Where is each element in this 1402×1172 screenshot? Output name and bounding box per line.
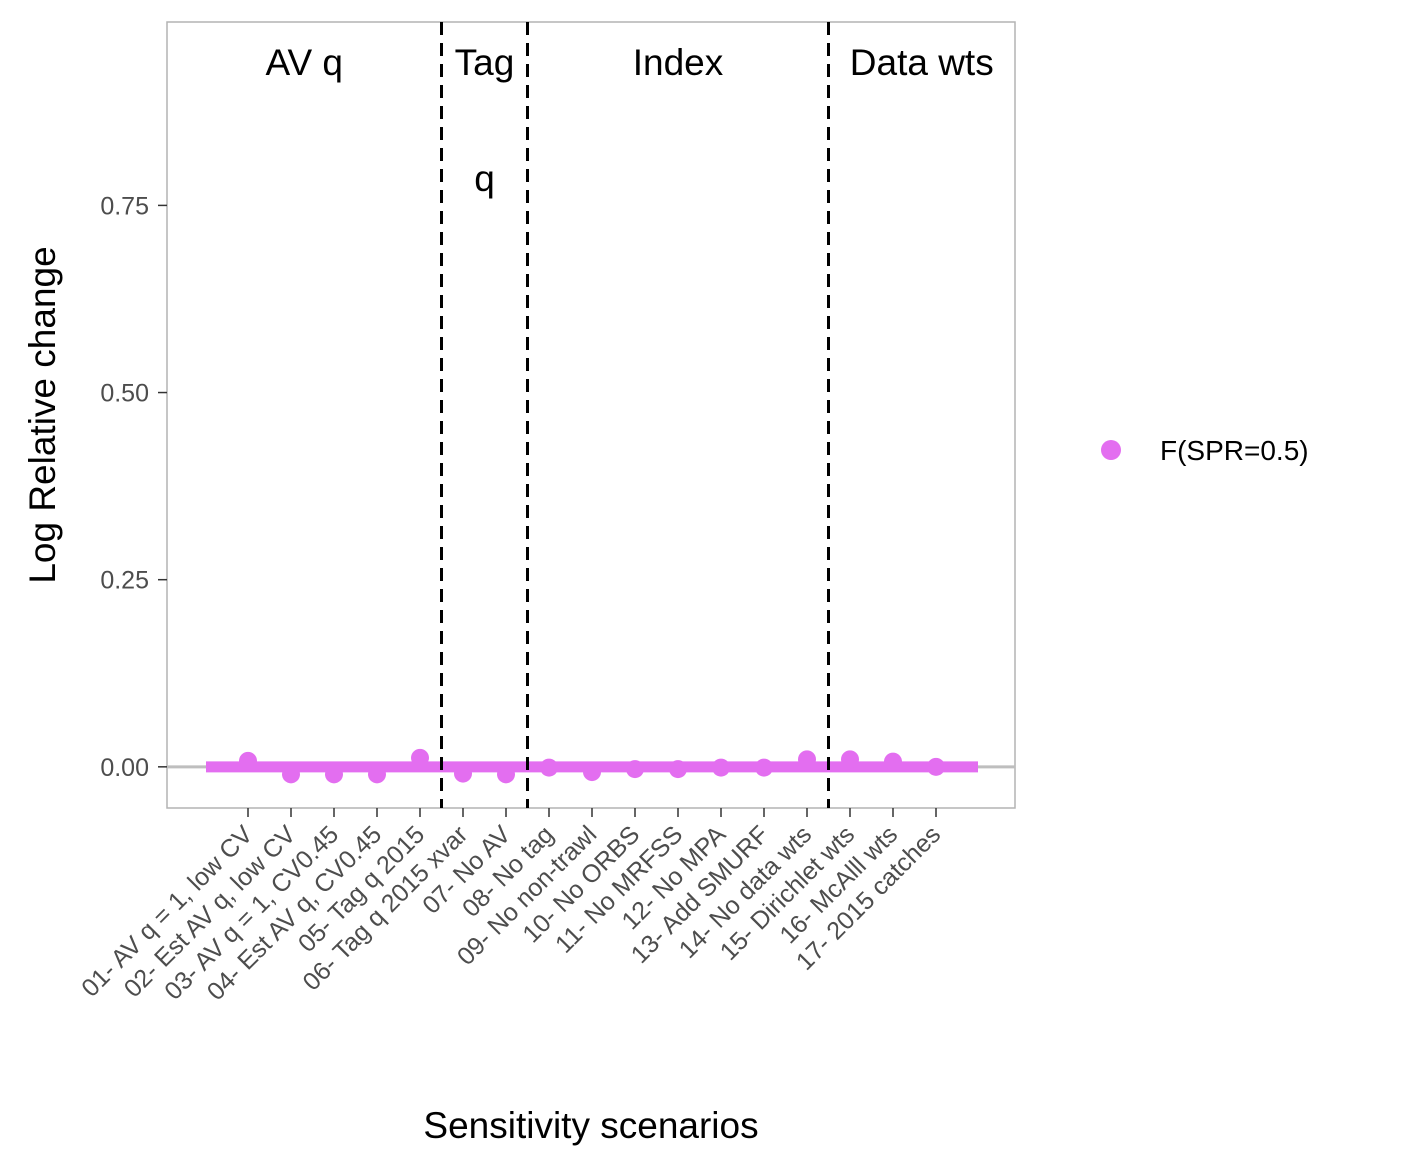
point-13: [755, 758, 773, 777]
group-dividers: [440, 22, 830, 808]
group-label-3: Index: [633, 42, 724, 83]
point-17: [927, 757, 945, 776]
point-12: [712, 758, 730, 777]
y-axis-title: Log Relative change: [22, 246, 63, 583]
point-14: [798, 750, 816, 769]
y-axis: 0.00 0.25 0.50 0.75: [100, 192, 167, 782]
point-11: [669, 760, 687, 779]
point-16: [884, 752, 902, 771]
point-9: [583, 763, 601, 782]
point-3: [325, 765, 343, 784]
y-tick-label: 0.25: [100, 567, 149, 595]
point-8: [540, 758, 558, 777]
point-15: [841, 750, 859, 769]
group-label-2-line-2: q: [474, 158, 495, 199]
point-2: [282, 765, 300, 784]
group-label-4: Data wts: [850, 42, 994, 83]
data-points: [239, 748, 945, 784]
group-labels: AV q Tag q Index Data wts: [266, 42, 994, 199]
group-label-2: Tag: [455, 42, 515, 83]
point-1: [239, 751, 257, 770]
plot-panel: [166, 21, 1016, 809]
point-7: [497, 765, 515, 784]
point-4: [368, 765, 386, 784]
x-axis-title: Sensitivity scenarios: [423, 1105, 758, 1146]
y-tick-label: 0.75: [100, 192, 149, 220]
point-5: [411, 748, 429, 767]
group-label-1: AV q: [266, 42, 343, 83]
legend: F(SPR=0.5): [1101, 435, 1309, 466]
legend-key-f-spr: [1101, 440, 1121, 460]
y-tick-label: 0.00: [100, 754, 149, 782]
point-6: [454, 764, 472, 783]
legend-label-f-spr: F(SPR=0.5): [1160, 435, 1309, 466]
point-10: [626, 760, 644, 779]
y-tick-label: 0.50: [100, 380, 149, 408]
panel-border: [166, 21, 1016, 809]
